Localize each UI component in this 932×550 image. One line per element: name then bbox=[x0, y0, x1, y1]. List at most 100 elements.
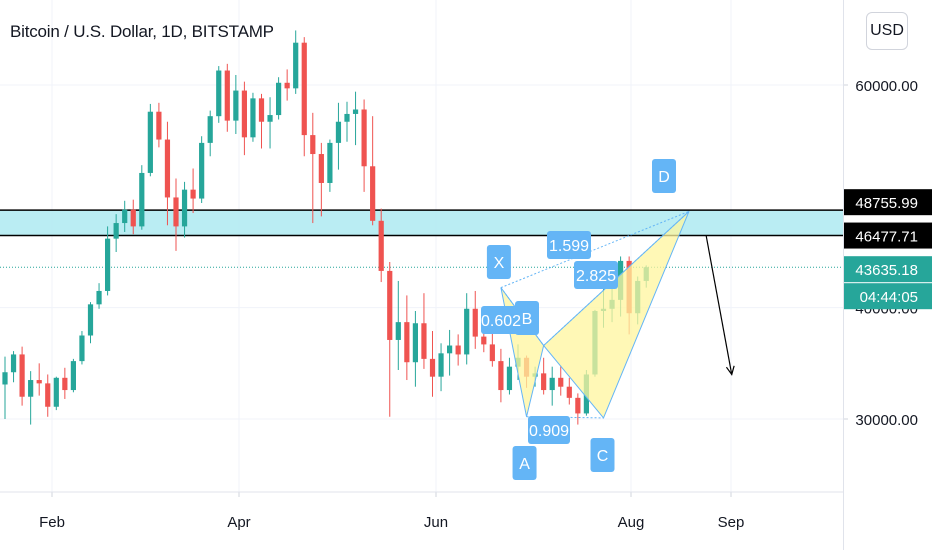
candle-body bbox=[207, 116, 213, 143]
candle-body bbox=[335, 121, 342, 143]
candle-body bbox=[352, 109, 359, 114]
candle-body bbox=[258, 98, 265, 122]
candle-body bbox=[301, 42, 307, 136]
ratio-label-xd-bg bbox=[547, 231, 591, 259]
bar-countdown-label: 04:44:05 bbox=[860, 289, 918, 306]
zone-upper-price-label-bg bbox=[844, 189, 932, 216]
candle-body bbox=[541, 373, 547, 391]
candle-body bbox=[438, 353, 444, 377]
candle-body bbox=[327, 142, 333, 183]
candle-body bbox=[447, 345, 453, 354]
candle-body bbox=[199, 142, 205, 199]
candle-body bbox=[190, 189, 196, 199]
candle-body bbox=[455, 345, 461, 355]
candle-body bbox=[344, 113, 350, 122]
x-tick-label: Apr bbox=[227, 514, 250, 531]
candle-body bbox=[2, 372, 8, 385]
current-price-label: 43635.18 bbox=[855, 262, 918, 279]
projection-arrow-head bbox=[725, 365, 735, 376]
candle-body bbox=[267, 115, 273, 122]
candle-body bbox=[464, 308, 470, 355]
candle-body bbox=[113, 223, 119, 239]
candle-body bbox=[147, 111, 153, 173]
point-label-c-bg bbox=[590, 438, 615, 472]
candle-body bbox=[173, 197, 179, 227]
x-tick-label: Aug bbox=[618, 514, 645, 531]
candle-body bbox=[361, 109, 367, 167]
candle-body bbox=[28, 380, 34, 397]
candle-body bbox=[36, 380, 42, 384]
harmonic-pattern: X A B C D 0.602 0.909 1.599 2.825 bbox=[481, 159, 735, 480]
candle-body bbox=[53, 377, 59, 407]
zone-lower-price-label: 46477.71 bbox=[855, 229, 918, 246]
candle-body bbox=[549, 377, 555, 391]
candle-body bbox=[421, 323, 427, 359]
grid-lines bbox=[0, 0, 843, 492]
candle-body bbox=[472, 308, 478, 337]
candle-body bbox=[233, 90, 239, 121]
candle-body bbox=[250, 98, 256, 138]
time-axis[interactable]: Feb Apr Jun Aug Sep bbox=[0, 491, 843, 531]
candle-body bbox=[276, 82, 282, 116]
x-tick-label: Jun bbox=[424, 514, 448, 531]
point-label-a-bg bbox=[512, 446, 537, 480]
candle-body bbox=[370, 166, 376, 221]
candle-body bbox=[318, 154, 324, 183]
zone-lower-price-label-bg bbox=[844, 222, 932, 249]
candle-body bbox=[558, 377, 564, 387]
y-tick-label: 60000.00 bbox=[855, 78, 918, 95]
point-label-x-bg bbox=[486, 245, 511, 279]
candle-body bbox=[45, 383, 51, 407]
candle-body bbox=[224, 70, 230, 121]
axis-separator bbox=[843, 0, 844, 550]
candle-body bbox=[395, 322, 401, 340]
candle-body bbox=[404, 322, 410, 363]
candle-body bbox=[216, 70, 222, 117]
candle-body bbox=[575, 397, 581, 414]
candle-body bbox=[181, 189, 188, 227]
ratio-line-xd bbox=[500, 210, 690, 289]
bar-countdown-label-bg bbox=[844, 283, 932, 310]
projection-arrow-line bbox=[705, 235, 733, 375]
ratio-label-xab: 0.602 bbox=[481, 313, 521, 330]
candle-body bbox=[310, 135, 316, 155]
zone-upper-price-label: 48755.99 bbox=[855, 195, 918, 212]
y-tick-label: 30000.00 bbox=[855, 412, 918, 429]
candle-body bbox=[70, 361, 76, 391]
ratio-label-xd: 1.599 bbox=[549, 238, 589, 255]
candle-body bbox=[139, 172, 145, 227]
point-label-c: C bbox=[597, 448, 609, 465]
point-label-d: D bbox=[658, 169, 670, 186]
ratio-label-xac-bg bbox=[528, 416, 570, 444]
ratio-label-bd: 2.825 bbox=[576, 268, 616, 285]
candle-body bbox=[122, 209, 128, 224]
price-axis[interactable]: 30000.0040000.0060000.0048755.9946477.71… bbox=[843, 78, 932, 429]
chart-title: Bitcoin / U.S. Dollar, 1D, BITSTAMP bbox=[10, 22, 274, 41]
point-label-a: A bbox=[519, 456, 530, 473]
candle-body bbox=[566, 386, 572, 398]
candle-body bbox=[19, 354, 25, 397]
candle-body bbox=[284, 82, 290, 89]
candle-body bbox=[429, 358, 436, 377]
candle-body bbox=[96, 290, 102, 305]
candle-body bbox=[10, 354, 17, 373]
ratio-line-bd bbox=[543, 210, 690, 346]
candle-body bbox=[293, 42, 299, 89]
candle-body bbox=[156, 111, 162, 140]
current-price-label-bg bbox=[844, 256, 932, 283]
candle-body bbox=[130, 209, 136, 227]
candle-body bbox=[241, 90, 247, 138]
candle-body bbox=[498, 361, 504, 391]
ratio-label-bd-bg bbox=[574, 261, 618, 289]
point-label-x: X bbox=[494, 255, 505, 272]
candle-body bbox=[412, 323, 418, 363]
x-tick-label: Sep bbox=[718, 514, 745, 531]
candle-body bbox=[378, 220, 384, 271]
candle-body bbox=[87, 304, 94, 336]
point-label-d-bg bbox=[652, 159, 676, 193]
candle-body bbox=[62, 377, 68, 391]
currency-button[interactable]: USD bbox=[866, 12, 908, 50]
candle-body bbox=[506, 366, 513, 391]
x-tick-label: Feb bbox=[39, 514, 65, 531]
